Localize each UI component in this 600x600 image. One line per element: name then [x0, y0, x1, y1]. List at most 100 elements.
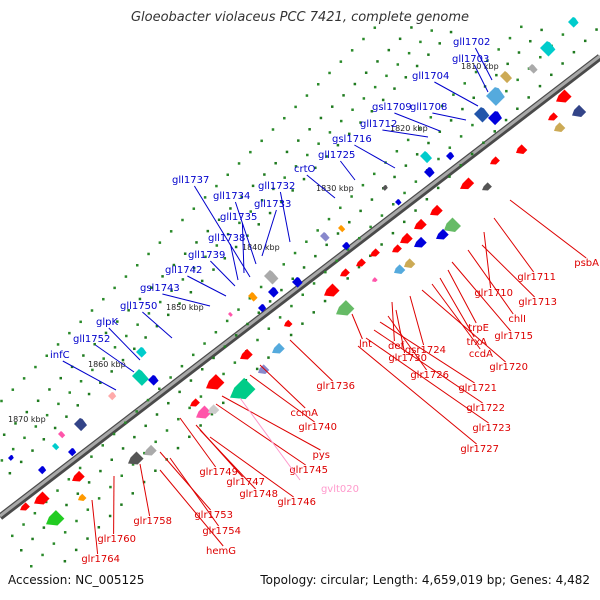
gene-label-glr1721[interactable]: glr1721	[458, 383, 497, 394]
gene-label-glr1758[interactable]: glr1758	[133, 516, 172, 527]
gene-block-reverse[interactable]	[336, 300, 355, 316]
gene-label-glr1760[interactable]: glr1760	[97, 534, 136, 545]
gene-label-psba[interactable]: psbA	[574, 258, 599, 269]
gene-label-gll1734[interactable]: gll1734	[213, 191, 250, 202]
gene-label-glr1730[interactable]: glr1730	[388, 353, 427, 364]
gene-label-pys[interactable]: pys	[313, 450, 330, 461]
gene-block-reverse[interactable]	[370, 248, 380, 257]
gene-block-forward[interactable]	[108, 392, 117, 401]
gene-block-reverse[interactable]	[324, 283, 340, 297]
gene-block-reverse[interactable]	[208, 404, 220, 414]
gene-block-reverse[interactable]	[554, 122, 566, 132]
gene-label-gll1708[interactable]: gll1708	[410, 102, 447, 113]
gene-label-gll1725[interactable]: gll1725	[318, 150, 355, 161]
gene-label-gll1702[interactable]: gll1702	[453, 37, 490, 48]
gene-block-forward[interactable]	[52, 443, 60, 451]
gene-label-glr1736[interactable]: glr1736	[316, 381, 355, 392]
gene-block-reverse[interactable]	[572, 104, 587, 117]
gene-block-reverse[interactable]	[128, 451, 144, 465]
gene-block-forward[interactable]	[38, 466, 47, 475]
gene-label-gll1704[interactable]: gll1704	[412, 71, 449, 82]
gene-block-reverse[interactable]	[436, 228, 449, 240]
gene-label-glr1723[interactable]: glr1723	[472, 423, 511, 434]
gene-block-forward[interactable]	[488, 111, 502, 126]
gene-block-reverse[interactable]	[190, 398, 200, 407]
gene-block-reverse[interactable]	[340, 268, 350, 277]
gene-label-gll1712[interactable]: gll1712	[360, 119, 397, 130]
gene-label-gll1742[interactable]: gll1742	[165, 265, 202, 276]
gene-label-glr1764[interactable]: glr1764	[81, 554, 120, 565]
gene-block-forward[interactable]	[68, 448, 77, 457]
gene-label-crto[interactable]: crtO	[294, 164, 316, 175]
gene-label-infc[interactable]: infC	[50, 350, 70, 361]
gene-block-reverse[interactable]	[516, 144, 528, 154]
gene-block-reverse[interactable]	[72, 470, 85, 482]
gene-block-reverse[interactable]	[372, 277, 378, 282]
gene-block-reverse[interactable]	[284, 319, 293, 327]
gene-label-glr1740[interactable]: glr1740	[298, 422, 337, 433]
gene-block-forward[interactable]	[500, 71, 513, 84]
gene-block-forward[interactable]	[74, 418, 88, 432]
gene-label-gll1737[interactable]: gll1737	[172, 175, 209, 186]
gene-label-glr1720[interactable]: glr1720	[489, 362, 528, 373]
gene-block-reverse[interactable]	[230, 377, 256, 400]
gene-block-forward[interactable]	[395, 199, 402, 206]
gene-label-glr1711[interactable]: glr1711	[517, 272, 556, 283]
gene-label-glr1753[interactable]: glr1753	[194, 510, 233, 521]
gene-block-reverse[interactable]	[548, 112, 558, 121]
gene-block-reverse[interactable]	[46, 510, 65, 526]
gene-label-gvlt020[interactable]: gvlt020	[321, 484, 359, 495]
gene-label-glr1715[interactable]: glr1715	[494, 331, 533, 342]
gene-label-glr1713[interactable]: glr1713	[518, 297, 557, 308]
gene-label-gll1703[interactable]: gll1703	[452, 54, 489, 65]
gene-block-forward[interactable]	[446, 152, 455, 161]
gene-block-reverse[interactable]	[356, 258, 366, 267]
gene-label-chli[interactable]: chlI	[508, 314, 526, 325]
gene-label-glr1747[interactable]: glr1747	[226, 477, 265, 488]
gene-block-forward[interactable]	[58, 431, 66, 439]
gene-label-gsr1724[interactable]: gsr1724	[405, 345, 446, 356]
gene-label-trxa[interactable]: trxA	[466, 337, 487, 348]
gene-label-glr1749[interactable]: glr1749	[199, 467, 238, 478]
gene-block-forward[interactable]	[248, 292, 258, 302]
gene-block-reverse[interactable]	[394, 264, 406, 274]
gene-block-reverse[interactable]	[240, 348, 253, 360]
gene-label-def[interactable]: def	[388, 341, 405, 352]
gene-label-gll1738[interactable]: gll1738	[208, 233, 245, 244]
gene-block-reverse[interactable]	[144, 444, 157, 456]
gene-label-glr1748[interactable]: glr1748	[239, 489, 278, 500]
gene-label-glr1746[interactable]: glr1746	[277, 497, 316, 508]
gene-block-reverse[interactable]	[400, 232, 413, 244]
gene-label-gll1735[interactable]: gll1735	[220, 212, 257, 223]
gene-label-ccma[interactable]: ccmA	[290, 408, 318, 419]
gene-label-gll1739[interactable]: gll1739	[188, 250, 225, 261]
gene-block-forward[interactable]	[228, 312, 233, 317]
gene-label-glr1726[interactable]: glr1726	[410, 370, 449, 381]
gene-block-reverse[interactable]	[206, 374, 225, 390]
gene-block-forward[interactable]	[540, 41, 556, 57]
gene-label-glr1754[interactable]: glr1754	[202, 526, 241, 537]
gene-block-forward[interactable]	[264, 270, 279, 285]
gene-block-forward[interactable]	[528, 64, 538, 74]
gene-label-lnt[interactable]: lnt	[359, 339, 372, 350]
gene-block-reverse[interactable]	[272, 342, 285, 354]
gene-block-forward[interactable]	[268, 287, 279, 298]
gene-block-forward[interactable]	[474, 107, 490, 123]
gene-block-forward[interactable]	[136, 347, 147, 358]
gene-block-forward[interactable]	[320, 232, 330, 242]
gene-block-forward[interactable]	[568, 17, 579, 28]
gene-label-gll1752[interactable]: gll1752	[73, 334, 110, 345]
gene-block-reverse[interactable]	[482, 182, 492, 191]
gene-label-gll1733[interactable]: gll1733	[254, 199, 291, 210]
gene-label-gsl1709[interactable]: gsl1709	[372, 102, 412, 113]
gene-block-reverse[interactable]	[414, 236, 427, 248]
gene-block-forward[interactable]	[258, 304, 267, 313]
gene-label-glr1727[interactable]: glr1727	[460, 444, 499, 455]
gene-block-reverse[interactable]	[414, 218, 427, 230]
gene-block-reverse[interactable]	[430, 204, 443, 216]
gene-block-reverse[interactable]	[404, 258, 416, 268]
gene-label-glr1710[interactable]: glr1710	[474, 288, 513, 299]
gene-block-reverse[interactable]	[392, 244, 402, 253]
gene-block-reverse[interactable]	[490, 156, 500, 165]
gene-block-reverse[interactable]	[20, 502, 30, 511]
